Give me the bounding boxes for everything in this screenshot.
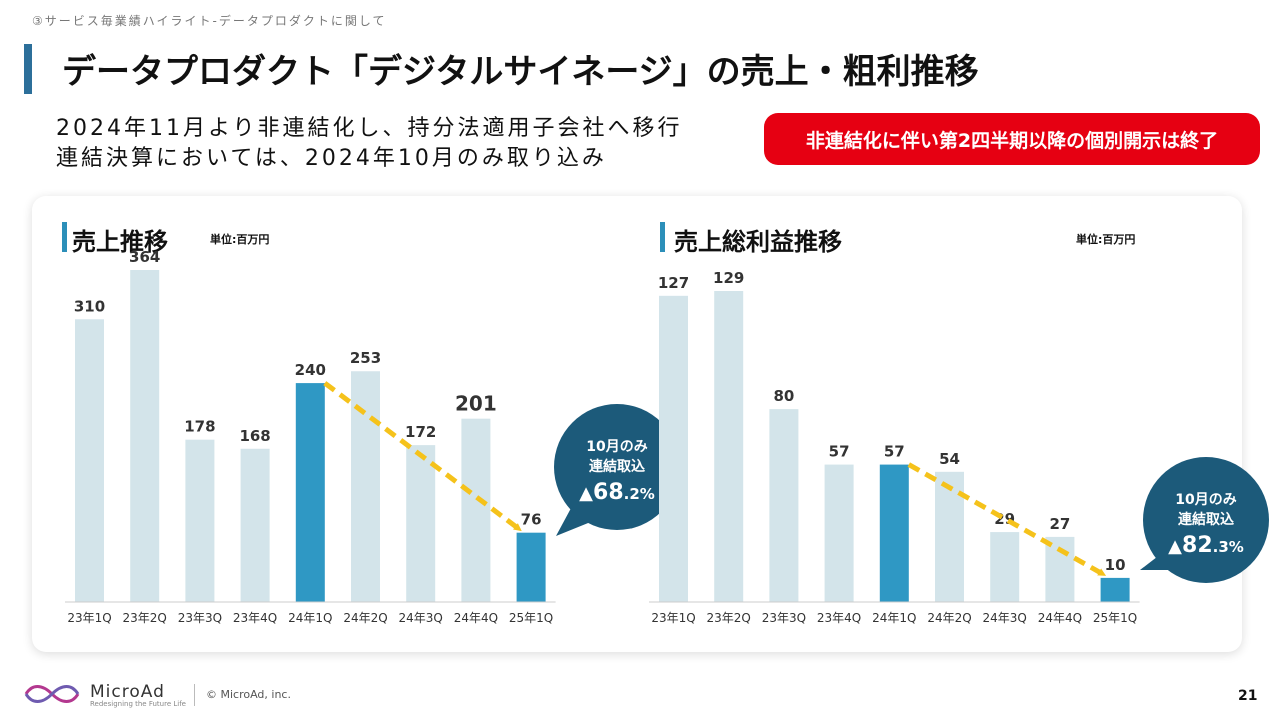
footer-brand: MicroAd bbox=[90, 682, 165, 702]
title-accent-bar bbox=[24, 44, 32, 94]
chart1-value-label-7: 201 bbox=[455, 392, 497, 416]
notice-badge: 非連結化に伴い第2四半期以降の個別開示は終了 bbox=[764, 113, 1260, 165]
chart2-callout-line2: 連結取込 bbox=[1178, 511, 1234, 528]
chart1-bar-5 bbox=[351, 371, 380, 602]
chart1-bar-2 bbox=[185, 439, 215, 602]
chart1-value-label-1: 364 bbox=[129, 248, 160, 266]
chart1-title: 売上推移 bbox=[72, 228, 168, 256]
chart2-category-label-6: 24年3Q bbox=[983, 611, 1027, 625]
chart1-category-label-3: 23年4Q bbox=[233, 611, 277, 625]
chart1-bar-6 bbox=[406, 445, 436, 602]
chart2-value-label-5: 54 bbox=[939, 450, 960, 468]
chart2-bar-6 bbox=[990, 532, 1020, 602]
footer-logo-icon bbox=[22, 682, 82, 710]
chart2-category-label-1: 23年2Q bbox=[707, 611, 751, 625]
chart1-category-label-4: 24年1Q bbox=[288, 611, 332, 625]
chart2-category-label-2: 23年3Q bbox=[762, 611, 806, 625]
chart1-callout-line1: 10月のみ bbox=[586, 439, 647, 455]
chart1-callout-change: ▲68.2% bbox=[579, 480, 655, 505]
chart2-value-label-8: 10 bbox=[1105, 556, 1126, 574]
chart2-category-label-3: 23年4Q bbox=[817, 611, 861, 625]
chart2-bar-1 bbox=[714, 291, 744, 602]
chart2-value-label-3: 57 bbox=[829, 443, 850, 461]
chart2-bar-0 bbox=[659, 295, 688, 602]
chart2-category-label-8: 25年1Q bbox=[1093, 611, 1137, 625]
chart1-category-label-0: 23年1Q bbox=[67, 611, 111, 625]
chart1-value-label-8: 76 bbox=[521, 511, 542, 529]
chart1-bar-7 bbox=[461, 418, 491, 602]
chart2-value-label-7: 27 bbox=[1049, 515, 1070, 533]
chart1-category-label-5: 24年2Q bbox=[343, 611, 387, 625]
breadcrumb: ③サービス毎業績ハイライト-データプロダクトに関して bbox=[32, 14, 387, 28]
chart1-category-label-8: 25年1Q bbox=[509, 611, 553, 625]
chart1-bar-4 bbox=[295, 383, 325, 602]
chart2-value-label-4: 57 bbox=[884, 443, 905, 461]
footer-tagline: Redesigning the Future Life bbox=[90, 700, 186, 708]
chart2-bar-2 bbox=[769, 409, 799, 602]
chart1-category-label-2: 23年3Q bbox=[178, 611, 222, 625]
chart2-category-label-4: 24年1Q bbox=[872, 611, 916, 625]
chart1-callout-bubble bbox=[554, 404, 680, 530]
chart1-value-label-0: 310 bbox=[74, 297, 105, 315]
chart1-bar-1 bbox=[130, 270, 160, 602]
chart1-bar-8 bbox=[516, 532, 546, 602]
chart1-callout-line2: 連結取込 bbox=[589, 458, 645, 475]
footer-copyright: © MicroAd, inc. bbox=[206, 688, 291, 701]
footer-separator bbox=[194, 684, 195, 706]
page-number: 21 bbox=[1238, 688, 1258, 704]
chart1-unit: 単位:百万円 bbox=[210, 233, 270, 246]
chart1-category-label-1: 23年2Q bbox=[123, 611, 167, 625]
chart1-bar-0 bbox=[75, 319, 104, 602]
chart2-category-label-0: 23年1Q bbox=[651, 611, 695, 625]
chart2-category-label-5: 24年2Q bbox=[927, 611, 971, 625]
chart2-bar-8 bbox=[1100, 577, 1130, 602]
chart1-bar-3 bbox=[240, 448, 270, 602]
chart2-value-label-0: 127 bbox=[658, 274, 689, 292]
chart2-callout-line1: 10月のみ bbox=[1175, 492, 1236, 508]
chart2-bar-3 bbox=[824, 464, 854, 602]
chart2-category-label-7: 24年4Q bbox=[1038, 611, 1082, 625]
chart2-callout-bubble bbox=[1143, 457, 1269, 583]
chart1-category-label-7: 24年4Q bbox=[454, 611, 498, 625]
subtitle-line-1: 2024年11月より非連結化し、持分法適用子会社へ移行 bbox=[56, 116, 683, 141]
chart2-bar-4 bbox=[879, 464, 909, 602]
subtitle-line-2: 連結決算においては、2024年10月のみ取り込み bbox=[56, 146, 607, 171]
chart1-category-label-6: 24年3Q bbox=[399, 611, 443, 625]
chart1-value-label-4: 240 bbox=[295, 361, 326, 379]
chart1-value-label-2: 178 bbox=[184, 418, 215, 436]
chart2-value-label-2: 80 bbox=[773, 387, 794, 405]
chart2-title-bar bbox=[660, 222, 665, 252]
chart1-trend-arrow bbox=[323, 381, 522, 532]
chart1-value-label-5: 253 bbox=[350, 349, 381, 367]
chart1-value-label-6: 172 bbox=[405, 423, 436, 441]
chart2-value-label-1: 129 bbox=[713, 269, 744, 287]
chart1-value-label-3: 168 bbox=[239, 427, 270, 445]
chart1-title-bar bbox=[62, 222, 67, 252]
page-title: データプロダクト「デジタルサイネージ」の売上・粗利推移 bbox=[62, 52, 979, 92]
chart2-callout-change: ▲82.3% bbox=[1168, 533, 1244, 558]
chart2-title: 売上総利益推移 bbox=[674, 228, 842, 256]
chart2-unit: 単位:百万円 bbox=[1076, 233, 1136, 246]
